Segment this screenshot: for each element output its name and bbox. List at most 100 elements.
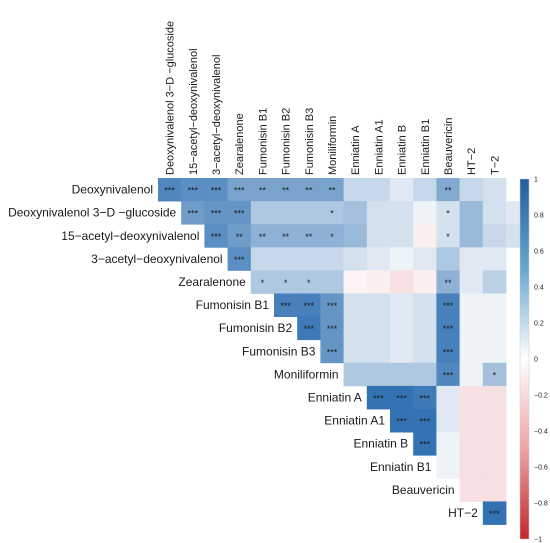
heatmap-cell: [320, 178, 344, 202]
significance-marker: ***: [420, 417, 431, 427]
heatmap-cell: [158, 178, 182, 202]
significance-marker: ***: [443, 324, 454, 334]
significance-marker: ***: [420, 440, 431, 450]
heatmap-cell: [436, 224, 460, 248]
colorbar-tick-label: 0: [534, 357, 538, 364]
heatmap-cell: [459, 178, 484, 202]
heatmap-cell: [343, 362, 368, 387]
heatmap-cell: [297, 247, 321, 271]
colorbar-tick-label: 0.2: [534, 321, 544, 328]
significance-marker: *: [330, 209, 334, 219]
significance-marker: **: [259, 232, 267, 242]
colorbar-tick-label: −0.6: [534, 465, 548, 472]
heatmap-cell: [204, 201, 228, 225]
heatmap-cell: [320, 201, 344, 225]
heatmap-cell: [297, 178, 321, 202]
heatmap-cell: [482, 432, 507, 456]
heatmap-cell: [459, 339, 484, 364]
heatmap-cell: [343, 224, 368, 248]
heatmap-cell: [436, 247, 460, 271]
significance-marker: *: [261, 278, 265, 288]
heatmap-cell: [413, 293, 437, 317]
heatmap-cell: [413, 385, 437, 410]
heatmap-cell: [436, 339, 460, 364]
significance-marker: **: [282, 186, 290, 196]
column-label: Enniatin A: [350, 125, 362, 175]
heatmap-cell: [482, 224, 507, 248]
heatmap-cell: [436, 432, 460, 456]
heatmap-cell: [436, 316, 460, 341]
row-label: HT−2: [448, 506, 478, 520]
column-label: 15−acetyl−deoxynivalenol: [188, 48, 200, 175]
row-label: Enniatin B1: [370, 460, 432, 474]
heatmap-cell: [413, 247, 437, 271]
significance-marker: ***: [304, 324, 315, 334]
heatmap-cell: [459, 385, 484, 410]
heatmap-cell: [320, 316, 344, 341]
heatmap-cell: [227, 201, 252, 225]
heatmap-cell: [274, 224, 298, 248]
heatmap-cell: [297, 201, 321, 225]
heatmap-cell: [482, 362, 507, 387]
heatmap-cell: [227, 224, 252, 248]
heatmap-cell: [390, 247, 414, 271]
colorbar-tick-label: −0.8: [534, 501, 548, 508]
heatmap-cell: [366, 362, 391, 387]
significance-marker: *: [284, 278, 288, 288]
significance-marker: ***: [420, 393, 431, 403]
row-label: Fumonisin B3: [242, 344, 316, 358]
colorbar-tick-label: 0.4: [534, 285, 544, 292]
heatmap-cell: [436, 178, 460, 202]
colorbar-tick-label: −0.2: [534, 393, 548, 400]
heatmap-cell: [274, 178, 298, 202]
significance-marker: ***: [211, 209, 222, 219]
significance-marker: ***: [188, 186, 199, 196]
significance-marker: ***: [489, 509, 500, 519]
heatmap-cell: [459, 455, 484, 479]
column-label: Enniatin B: [397, 125, 409, 175]
heatmap-cell: [320, 339, 344, 364]
heatmap-cell: [482, 409, 507, 433]
heatmap-cell: [390, 201, 414, 225]
heatmap-cell: [390, 224, 414, 248]
heatmap-cell: [366, 247, 391, 271]
column-label: Enniatin B1: [420, 119, 432, 175]
heatmap-cell: [204, 178, 228, 202]
column-label: Fumonisin B3: [304, 108, 316, 175]
heatmap-cell: [459, 362, 484, 387]
column-label: Zearalenone: [234, 113, 246, 175]
significance-marker: ***: [211, 232, 222, 242]
column-label: HT−2: [466, 148, 478, 175]
heatmap-cell: [204, 224, 228, 248]
heatmap-cell: [343, 339, 368, 364]
heatmap-cell: [297, 316, 321, 341]
heatmap-cell: [413, 316, 437, 341]
significance-marker: **: [328, 186, 336, 196]
heatmap-cell: [343, 247, 368, 271]
colorbar-tick-label: −0.4: [534, 429, 548, 436]
significance-marker: ***: [188, 209, 199, 219]
heatmap-cell: [274, 201, 298, 225]
heatmap-cell: [436, 455, 460, 479]
heatmap-cell: [366, 178, 391, 202]
row-label: Beauvericin: [392, 483, 455, 497]
heatmap-cell: [250, 270, 275, 294]
heatmap-cell: [436, 409, 460, 433]
heatmap-cell: [274, 293, 298, 317]
heatmap-cell: [366, 293, 391, 317]
significance-marker: *: [446, 232, 450, 242]
heatmap-cell: [482, 201, 507, 225]
heatmap-cell: [459, 270, 484, 294]
heatmap-cell: [390, 385, 414, 410]
significance-marker: ***: [443, 347, 454, 357]
row-label: Enniatin A1: [324, 414, 385, 428]
significance-marker: ***: [327, 301, 338, 311]
column-label: Beauvericin: [443, 118, 455, 175]
heatmap-cell: [390, 270, 414, 294]
row-label: 3−acetyl−deoxynivalenol: [91, 252, 222, 266]
significance-marker: ***: [280, 301, 291, 311]
row-label: Zearalenone: [178, 275, 246, 289]
row-label: Enniatin B: [353, 437, 408, 451]
row-label: Moniliformin: [274, 367, 339, 381]
column-label: Moniliformin: [327, 116, 339, 175]
